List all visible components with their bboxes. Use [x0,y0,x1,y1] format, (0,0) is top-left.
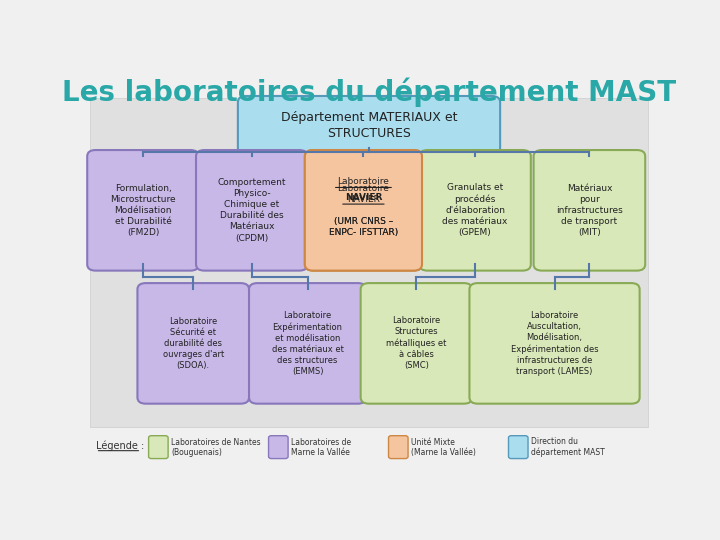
FancyBboxPatch shape [419,150,531,271]
Text: Légende :: Légende : [96,440,144,450]
FancyBboxPatch shape [269,436,288,458]
Text: (UMR CNRS –
ENPC- IFSTTAR): (UMR CNRS – ENPC- IFSTTAR) [329,217,398,237]
Text: Laboratoire
NAVIER

(UMR CNRS –
ENPC- IFSTTAR): Laboratoire NAVIER (UMR CNRS – ENPC- IFS… [329,184,398,237]
FancyBboxPatch shape [361,283,472,404]
FancyBboxPatch shape [508,436,528,458]
FancyBboxPatch shape [87,150,199,271]
FancyBboxPatch shape [534,150,645,271]
Text: Département MATERIAUX et
STRUCTURES: Département MATERIAUX et STRUCTURES [281,111,457,140]
FancyBboxPatch shape [389,436,408,458]
FancyBboxPatch shape [305,150,422,271]
Text: Laboratoires de Nantes
(Bouguenais): Laboratoires de Nantes (Bouguenais) [171,437,261,457]
FancyBboxPatch shape [238,96,500,154]
Text: NAVIER: NAVIER [345,193,382,202]
FancyBboxPatch shape [148,436,168,458]
Text: Comportement
Physico-
Chimique et
Durabilité des
Matériaux
(CPDM): Comportement Physico- Chimique et Durabi… [217,178,286,242]
FancyBboxPatch shape [196,150,307,271]
Text: Formulation,
Microstructure
Modélisation
et Durabilité
(FM2D): Formulation, Microstructure Modélisation… [110,184,176,237]
FancyBboxPatch shape [138,283,249,404]
Text: Laboratoire: Laboratoire [338,177,390,186]
Text: Laboratoire
Auscultation,
Modélisation,
Expérimentation des
infrastructures de
t: Laboratoire Auscultation, Modélisation, … [510,311,598,376]
Text: Les laboratoires du département MAST: Les laboratoires du département MAST [62,77,676,107]
FancyBboxPatch shape [469,283,639,404]
Text: Laboratoire
Sécurité et
durabilité des
ouvrages d'art
(SDOA).: Laboratoire Sécurité et durabilité des o… [163,316,224,370]
Text: Laboratoire
Structures
métalliques et
à câbles
(SMC): Laboratoire Structures métalliques et à … [386,316,446,370]
Text: Laboratoires de
Marne la Vallée: Laboratoires de Marne la Vallée [291,437,351,457]
FancyBboxPatch shape [90,98,648,427]
Text: Direction du
département MAST: Direction du département MAST [531,437,605,457]
Text: Granulats et
procédés
d'élaboration
des matériaux
(GPEM): Granulats et procédés d'élaboration des … [442,183,508,238]
Text: Unité Mixte
(Marne la Vallée): Unité Mixte (Marne la Vallée) [411,437,476,457]
Text: Laboratoire
Expérimentation
et modélisation
des matériaux et
des structures
(EMM: Laboratoire Expérimentation et modélisat… [271,311,343,376]
FancyBboxPatch shape [249,283,366,404]
FancyBboxPatch shape [305,150,422,271]
Text: Matériaux
pour
infrastructures
de transport
(MIT): Matériaux pour infrastructures de transp… [556,184,623,237]
